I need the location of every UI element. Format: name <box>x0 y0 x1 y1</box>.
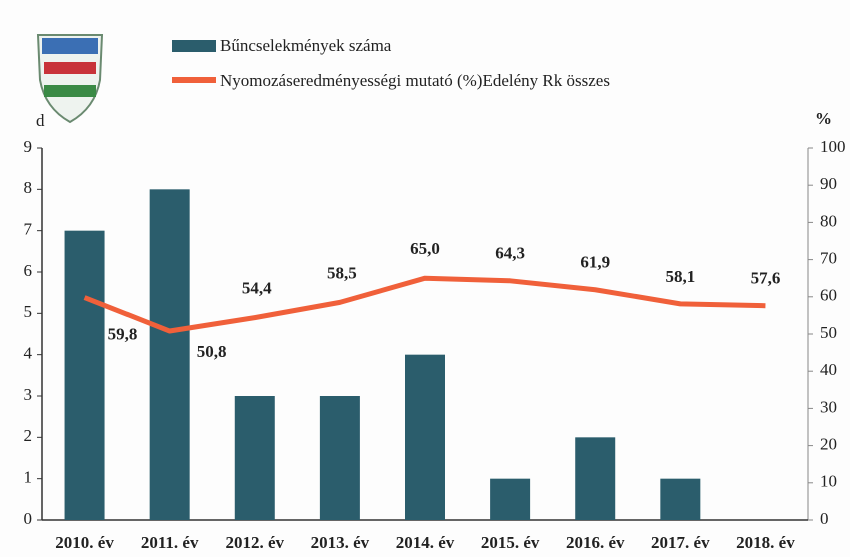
y2-tick-label: 30 <box>820 397 837 416</box>
y2-tick-label: 60 <box>820 286 837 305</box>
y-tick-label: 8 <box>24 178 33 197</box>
legend-swatch <box>172 40 216 52</box>
y2-tick-label: 10 <box>820 472 837 491</box>
y2-tick-label: 90 <box>820 174 837 193</box>
y2-tick-label: 80 <box>820 211 837 230</box>
bar <box>660 479 700 520</box>
x-tick-label: 2016. év <box>566 533 625 552</box>
y-tick-label: 6 <box>24 261 33 280</box>
y-tick-label: 3 <box>24 385 33 404</box>
legend-label: Bűncselekmények száma <box>220 36 392 55</box>
y-tick-label: 4 <box>24 344 33 363</box>
y-axis-label: d <box>36 111 45 130</box>
x-tick-label: 2014. év <box>396 533 455 552</box>
x-tick-label: 2012. év <box>226 533 285 552</box>
data-label: 54,4 <box>242 279 272 298</box>
y-tick-label: 0 <box>24 509 33 528</box>
data-label: 57,6 <box>751 269 781 288</box>
data-label: 50,8 <box>197 342 227 361</box>
x-tick-label: 2018. év <box>736 533 795 552</box>
y2-tick-label: 0 <box>820 509 829 528</box>
bar <box>150 189 190 520</box>
y-tick-label: 5 <box>24 302 33 321</box>
data-label: 61,9 <box>580 253 610 272</box>
x-tick-label: 2011. év <box>141 533 199 552</box>
y2-axis-label: % <box>815 109 832 128</box>
y-tick-label: 7 <box>24 220 33 239</box>
bar <box>575 437 615 520</box>
x-tick-label: 2010. év <box>55 533 114 552</box>
y2-tick-label: 50 <box>820 323 837 342</box>
chart: d % Bűncselekmények száma Nyomozáseredmé… <box>0 0 850 557</box>
bar <box>320 396 360 520</box>
bar <box>65 231 105 520</box>
legend-label: Nyomozáseredményességi mutató (%)Edelény… <box>220 71 610 90</box>
data-label: 65,0 <box>410 239 440 258</box>
bar <box>490 479 530 520</box>
x-tick-label: 2017. év <box>651 533 710 552</box>
data-label: 58,5 <box>327 263 357 282</box>
y-tick-label: 9 <box>24 137 33 156</box>
y2-tick-label: 100 <box>820 137 846 156</box>
y2-tick-label: 70 <box>820 249 837 268</box>
bar <box>235 396 275 520</box>
bar <box>405 355 445 520</box>
data-label: 64,3 <box>495 244 525 263</box>
x-tick-label: 2015. év <box>481 533 540 552</box>
y2-tick-label: 20 <box>820 435 837 454</box>
x-tick-label: 2013. év <box>311 533 370 552</box>
y-tick-label: 1 <box>24 468 33 487</box>
y-tick-label: 2 <box>24 426 33 445</box>
data-label: 59,8 <box>108 324 138 343</box>
y2-tick-label: 40 <box>820 360 837 379</box>
data-label: 58,1 <box>665 267 695 286</box>
